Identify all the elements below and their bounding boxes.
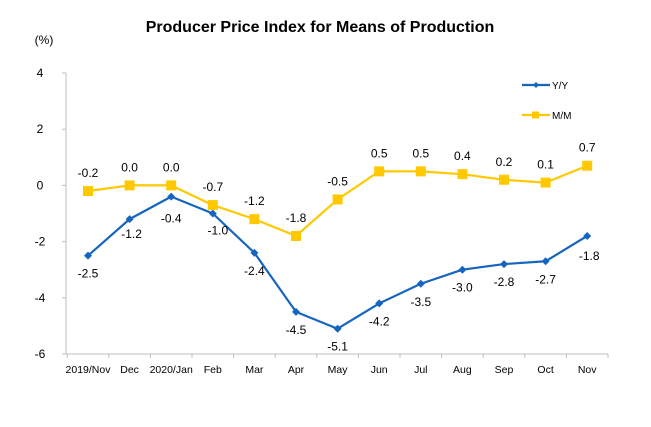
data-point-marker — [166, 180, 177, 191]
data-label: -0.5 — [327, 174, 348, 188]
y-tick-label: 4 — [37, 66, 44, 80]
data-label: 0.1 — [537, 158, 554, 172]
data-point-marker — [500, 260, 508, 269]
data-label: -4.5 — [286, 323, 307, 337]
data-label: -3.0 — [452, 281, 473, 295]
data-label: -1.2 — [244, 194, 265, 208]
legend-label: Y/Y — [552, 81, 568, 92]
data-point-marker — [250, 248, 259, 257]
axes: 4 2 0 -2 -4 -6 2019/Nov Dec 2020/Jan Feb Mar Apr May… — [35, 66, 609, 376]
series-yy — [84, 192, 592, 333]
x-tick-label: Mar — [245, 364, 264, 376]
data-label: -1.8 — [579, 249, 600, 263]
data-point-marker — [457, 169, 468, 180]
data-label: -3.5 — [410, 295, 431, 309]
series-layer — [83, 160, 593, 333]
data-point-marker — [167, 192, 176, 201]
data-point-marker — [458, 265, 467, 274]
data-label: 0.0 — [163, 160, 180, 174]
data-label: -1.2 — [121, 227, 142, 241]
data-label: -4.2 — [369, 314, 390, 328]
x-tick-label: Oct — [537, 364, 553, 376]
y-tick-label: -6 — [35, 347, 46, 361]
data-label: 0.4 — [454, 149, 471, 163]
data-point-marker — [375, 299, 384, 308]
data-label: 0.5 — [412, 146, 429, 160]
x-tick-label: Feb — [204, 364, 222, 376]
data-label: -1.0 — [207, 224, 228, 238]
data-label: -1.8 — [286, 211, 307, 225]
x-tick-label: Nov — [578, 364, 597, 376]
legend: Y/Y M/M — [522, 81, 571, 122]
y-tick-label: -2 — [35, 235, 46, 249]
data-point-marker — [541, 257, 550, 266]
data-label: -0.7 — [202, 180, 223, 194]
series-mm — [83, 160, 593, 241]
x-tick-label: May — [328, 364, 349, 376]
data-label: -2.8 — [494, 275, 515, 289]
data-point-marker — [249, 214, 260, 225]
y-tick-label: -4 — [35, 291, 46, 305]
data-label: -5.1 — [327, 340, 348, 354]
data-labels-layer: -2.5 -1.2 -0.4 -1.0 -2.4 -4.5 -5.1 -4.2 -3.5 -3.0… — [78, 141, 600, 354]
legend-swatch-marker — [532, 111, 539, 119]
data-point-marker — [84, 251, 92, 260]
data-label: -2.4 — [244, 264, 265, 278]
data-point-marker — [332, 194, 343, 205]
data-point-marker — [416, 279, 425, 288]
x-tick-label: Jun — [371, 364, 388, 376]
data-point-marker — [582, 160, 593, 171]
data-label: -0.2 — [78, 166, 99, 180]
data-point-marker — [374, 166, 385, 177]
data-point-marker — [208, 209, 217, 218]
x-tick-label: Jul — [414, 364, 427, 376]
data-point-marker — [292, 307, 300, 316]
y-axis-unit-label: (%) — [35, 33, 54, 47]
x-tick-label: Apr — [288, 364, 305, 376]
x-tick-label: Dec — [120, 364, 139, 376]
data-point-marker — [583, 231, 592, 240]
chart-title: Producer Price Index for Means of Produc… — [146, 19, 495, 36]
data-label: 0.0 — [121, 160, 138, 174]
data-point-marker — [83, 186, 93, 197]
data-label: -2.7 — [535, 272, 556, 286]
x-tick-label: Aug — [453, 364, 472, 376]
data-point-marker — [291, 230, 301, 241]
x-tick-label: 2020/Jan — [150, 364, 193, 376]
x-tick-label: Sep — [495, 364, 514, 376]
data-label: -2.5 — [78, 267, 99, 281]
data-point-marker — [124, 180, 135, 191]
data-point-marker — [499, 174, 509, 185]
data-point-marker — [540, 177, 551, 188]
data-label: -0.4 — [161, 212, 182, 226]
data-point-marker — [207, 200, 218, 211]
data-point-marker — [333, 324, 342, 333]
data-point-marker — [415, 166, 426, 177]
data-point-marker — [125, 215, 134, 224]
legend-swatch-marker — [533, 82, 539, 88]
legend-item: M/M — [522, 111, 571, 122]
legend-label: M/M — [552, 111, 571, 122]
data-label: 0.2 — [496, 155, 513, 169]
y-tick-label: 0 — [37, 178, 44, 192]
data-label: 0.5 — [371, 146, 388, 160]
data-label: 0.7 — [579, 141, 596, 155]
legend-item: Y/Y — [522, 81, 568, 92]
x-tick-label: 2019/Nov — [66, 364, 112, 376]
y-tick-label: 2 — [37, 122, 44, 136]
